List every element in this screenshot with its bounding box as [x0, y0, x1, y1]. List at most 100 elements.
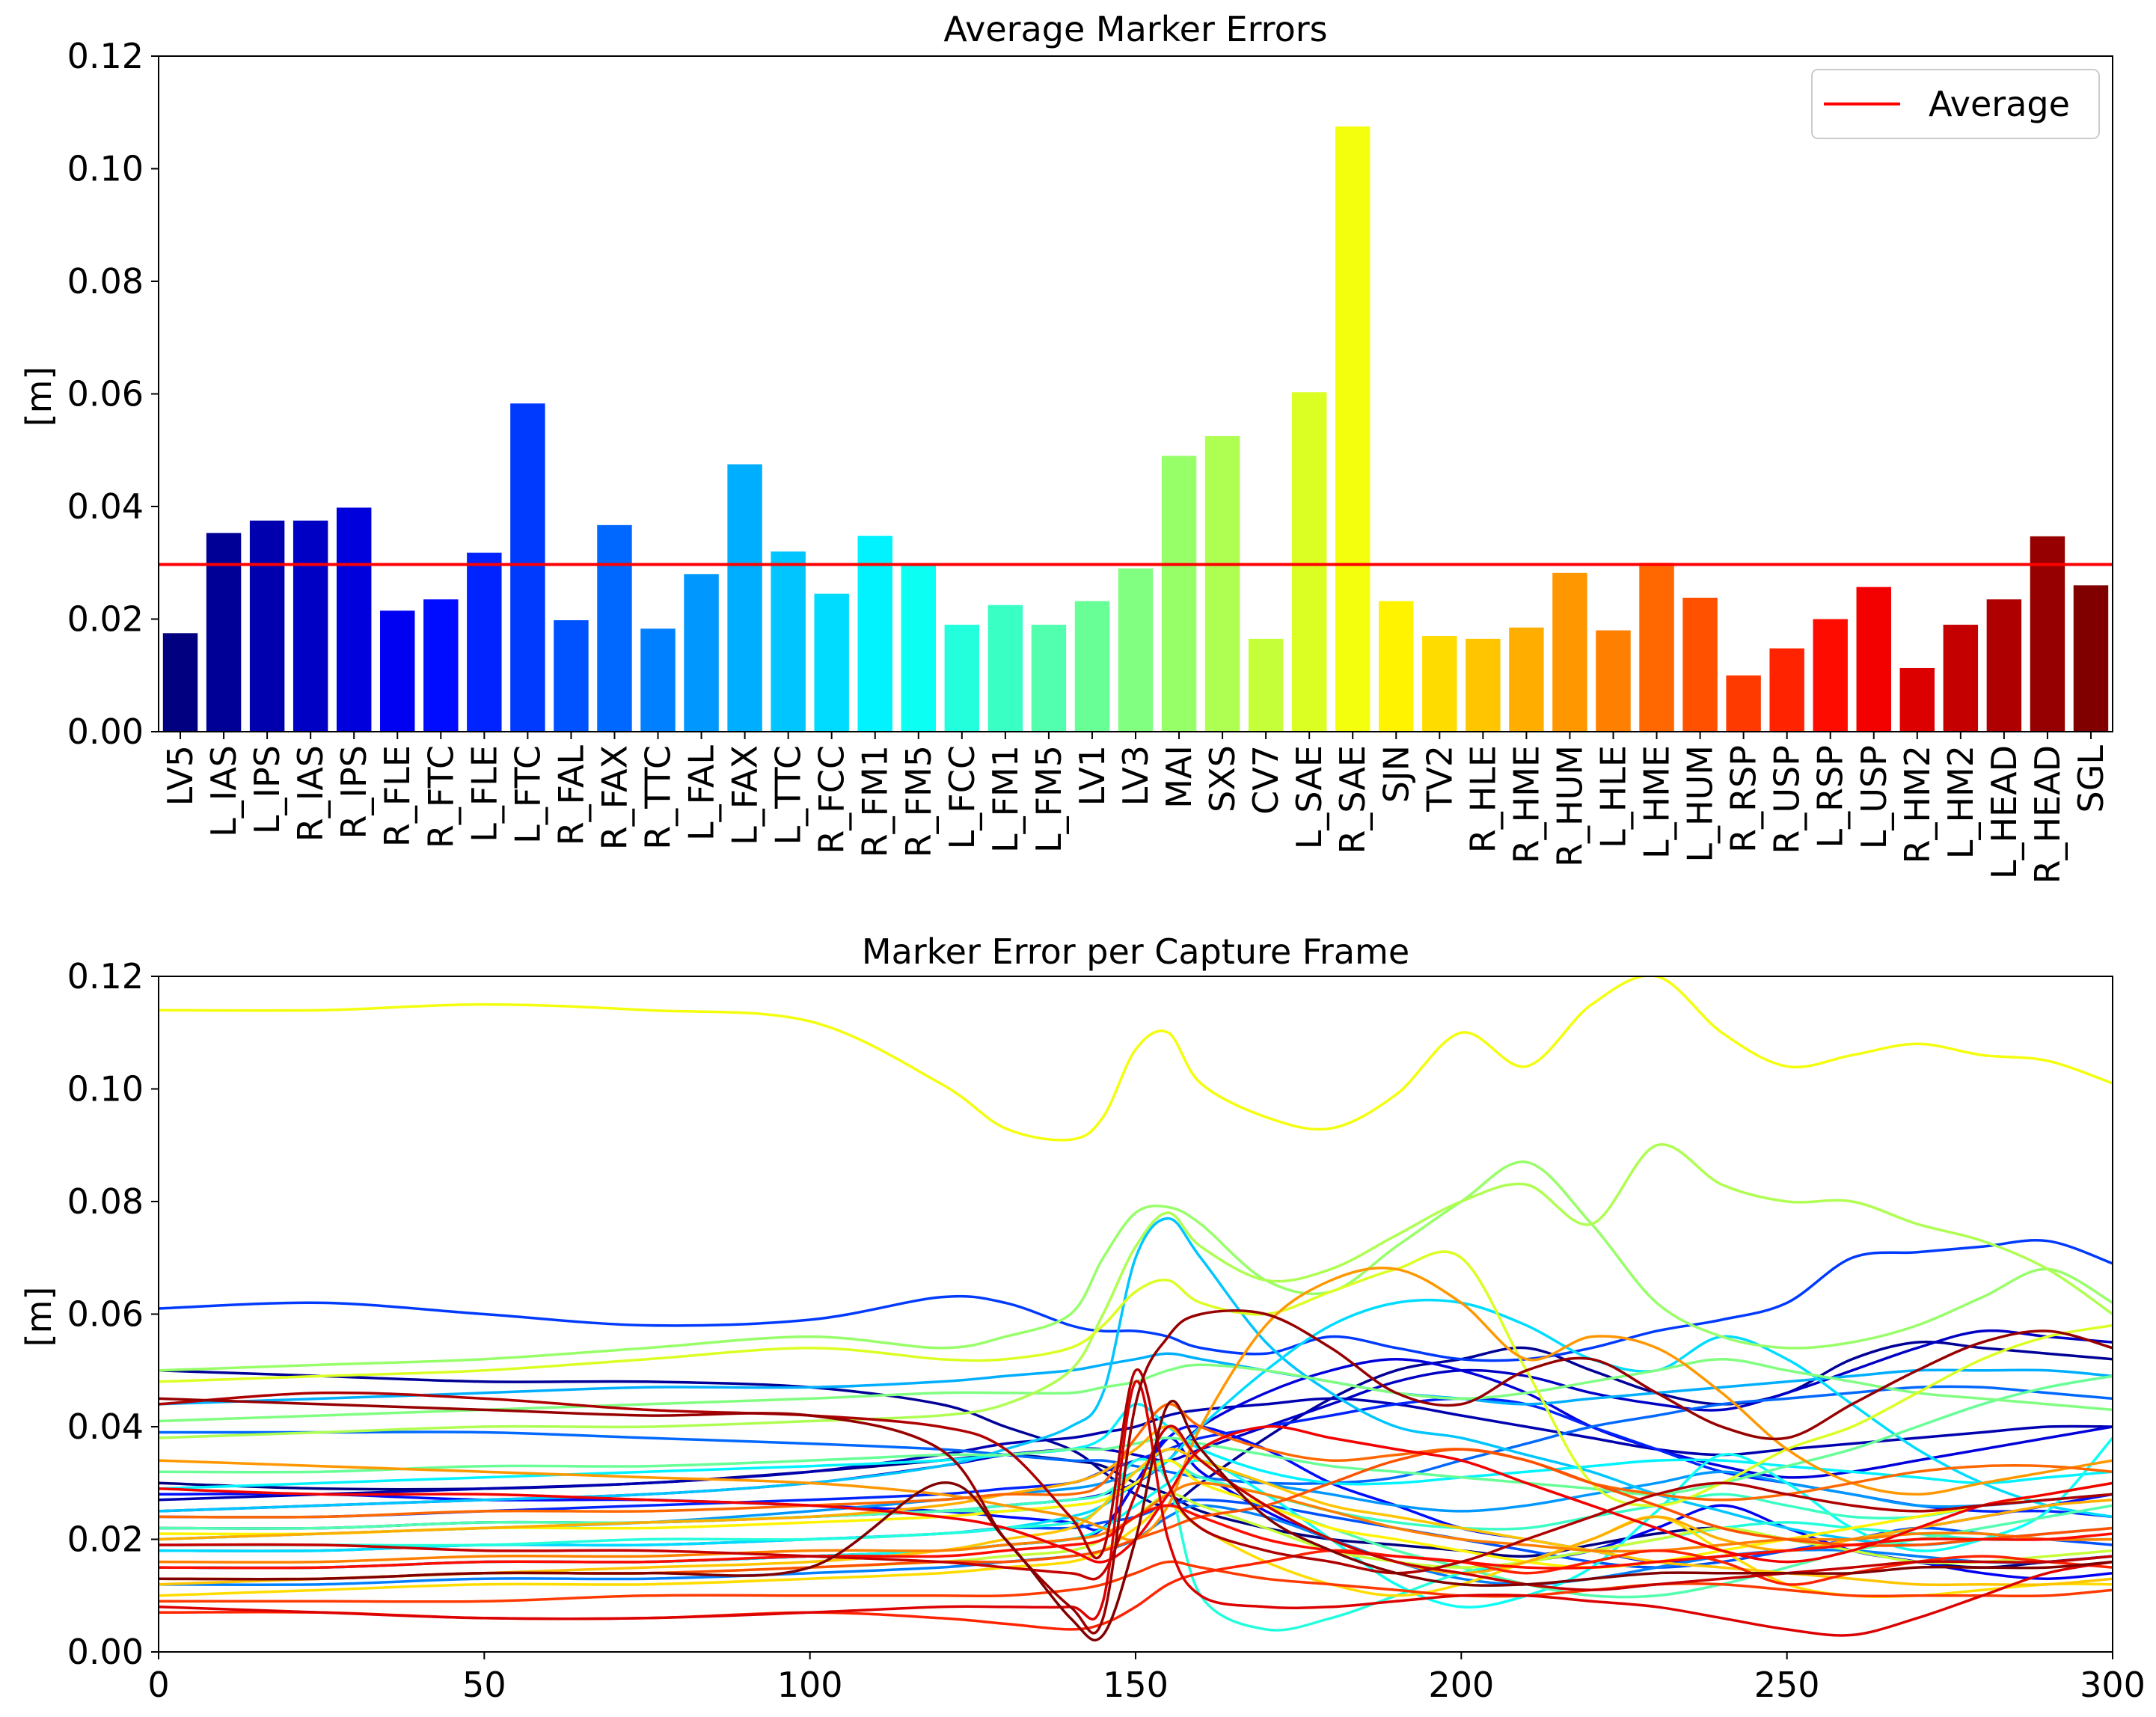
x-tick-label-R_FCC: R_FCC: [812, 745, 852, 854]
x-tick-label-R_HUM: R_HUM: [1549, 745, 1590, 867]
bar-LV5: [162, 633, 198, 732]
legend-box: [1811, 69, 2100, 139]
y-tick-label: 0.10: [67, 149, 144, 189]
line-chart-frame: [158, 976, 2113, 1653]
x-tick-label-R_TTC: R_TTC: [638, 745, 679, 850]
x-tick-label: 150: [1103, 1665, 1169, 1705]
bar-MAI: [1161, 456, 1197, 732]
series-line-L_FTC: [159, 1239, 2113, 1362]
x-tick-label-MAI: MAI: [1159, 745, 1199, 809]
legend: Average: [1811, 69, 2100, 139]
series-line-L_IAS: [159, 1340, 2113, 1508]
y-tick-label: 0.02: [67, 1519, 144, 1560]
y-tick-label: 0.08: [67, 1181, 144, 1222]
bar-L_FAL: [684, 574, 719, 732]
y-tick-label: 0.04: [67, 486, 144, 527]
bar-L_FM1: [987, 605, 1023, 732]
x-tick-label-L_IAS: L_IAS: [203, 745, 244, 837]
x-tick-label-R_FTC: R_FTC: [420, 745, 461, 848]
bar-R_FAL: [554, 620, 589, 732]
y-tick-label: 0.08: [67, 261, 144, 302]
line-chart-panel: Marker Error per Capture Frame [m] 0.000…: [19, 931, 2146, 1705]
bar-R_FM5: [901, 566, 936, 732]
x-tick-label: 250: [1754, 1665, 1820, 1705]
bar-R_USP: [1769, 648, 1804, 732]
line-chart-y-axis: 0.00 0.02 0.04 0.06 0.08 0.10 0.12: [67, 956, 159, 1672]
bar-L_IAS: [206, 533, 242, 732]
series-line-L_HEAD: [159, 1368, 2113, 1575]
x-tick-label-L_FM1: L_FM1: [985, 745, 1026, 853]
line-series: [159, 976, 2113, 1641]
bar-chart-frame: [158, 55, 2113, 732]
bar-R_FM1: [857, 536, 892, 732]
x-tick-label-L_HUM: L_HUM: [1680, 745, 1721, 863]
x-tick-label-L_FAL: L_FAL: [682, 745, 722, 841]
x-tick-label-L_TTC: L_TTC: [768, 745, 809, 845]
x-tick-label: 100: [777, 1665, 843, 1705]
x-tick-label-L_FTC: L_FTC: [507, 745, 548, 844]
bar-R_HUM: [1552, 572, 1587, 732]
x-tick-label-L_HME: L_HME: [1637, 745, 1677, 859]
x-tick-label-L_FAX: L_FAX: [725, 745, 765, 845]
y-tick-label: 0.06: [67, 374, 144, 414]
series-line-L_RSP: [159, 1504, 2113, 1570]
bar-series: [162, 126, 2109, 732]
x-tick-label-R_RSP: R_RSP: [1724, 745, 1764, 853]
series-line-R_SAE: [159, 976, 2113, 1142]
x-tick-label-R_HM2: R_HM2: [1897, 745, 1938, 864]
x-tick-label-R_FM5: R_FM5: [898, 745, 939, 857]
line-chart-title: Marker Error per Capture Frame: [862, 931, 1409, 972]
series-line-LV1: [159, 1374, 2113, 1496]
bar-L_FTC: [510, 403, 545, 732]
bar-R_FCC: [814, 593, 849, 732]
x-tick-label-SXS: SXS: [1202, 745, 1243, 812]
bar-L_HM2: [1943, 625, 1979, 732]
series-line-L_HME: [159, 1403, 2113, 1519]
bar-L_HLE: [1596, 630, 1631, 732]
bar-SGL: [2073, 585, 2109, 732]
y-tick-label: 0.12: [67, 36, 144, 76]
x-tick-label-R_FAX: R_FAX: [594, 745, 634, 850]
x-tick-label-LV1: LV1: [1072, 745, 1112, 806]
x-tick-label-CV7: CV7: [1246, 745, 1286, 815]
series-line-MAI: [159, 1160, 2113, 1372]
bar-CV7: [1248, 638, 1284, 732]
x-tick-label-L_HM2: L_HM2: [1941, 745, 1981, 859]
bar-R_IPS: [336, 507, 372, 732]
series-line-L_FCC: [159, 1457, 2113, 1632]
y-tick-label: 0.12: [67, 956, 144, 997]
bar-SJN: [1379, 601, 1414, 732]
bar-chart-y-axis: 0.00 0.02 0.04 0.06 0.08 0.10 0.12: [67, 36, 159, 752]
x-tick-label-R_HLE: R_HLE: [1463, 745, 1503, 853]
series-line-R_HUM: [159, 1266, 2113, 1542]
y-tick-label: 0.00: [67, 711, 144, 752]
bar-chart-title: Average Marker Errors: [943, 9, 1327, 49]
x-tick-label-LV3: LV3: [1115, 745, 1156, 806]
series-line-R_HLE: [159, 1447, 2113, 1587]
bar-L_FAX: [727, 464, 762, 732]
bar-TV2: [1422, 636, 1457, 732]
x-tick-label: 200: [1428, 1665, 1494, 1705]
bar-L_USP: [1856, 587, 1891, 732]
y-tick-label: 0.02: [67, 599, 144, 640]
x-tick-label-L_USP: L_USP: [1854, 745, 1894, 849]
x-tick-label-TV2: TV2: [1419, 745, 1460, 812]
bar-L_SAE: [1291, 392, 1327, 732]
series-line-L_HLE: [159, 1481, 2113, 1564]
bar-chart-panel: Average Marker Errors [m] 0.000.020.040.…: [19, 9, 2113, 884]
bar-chart-ylabel: [m]: [19, 367, 59, 427]
x-tick-label-R_HEAD: R_HEAD: [2027, 745, 2068, 884]
bar-L_HME: [1639, 563, 1674, 732]
series-line-SGL: [159, 1400, 2113, 1641]
x-tick-label-R_FM1: R_FM1: [855, 745, 895, 857]
x-tick-label-LV5: LV5: [160, 745, 200, 806]
bar-R_FTC: [423, 599, 459, 732]
series-line-SJN: [159, 1459, 2113, 1569]
x-tick-label-L_FCC: L_FCC: [942, 745, 982, 849]
bar-L_HUM: [1682, 597, 1718, 732]
x-tick-label-R_IAS: R_IAS: [290, 745, 331, 842]
bar-R_TTC: [640, 628, 676, 732]
line-chart-ylabel: [m]: [19, 1287, 59, 1347]
bar-R_FAX: [597, 524, 632, 732]
x-tick-label-R_FAL: R_FAL: [551, 745, 591, 846]
